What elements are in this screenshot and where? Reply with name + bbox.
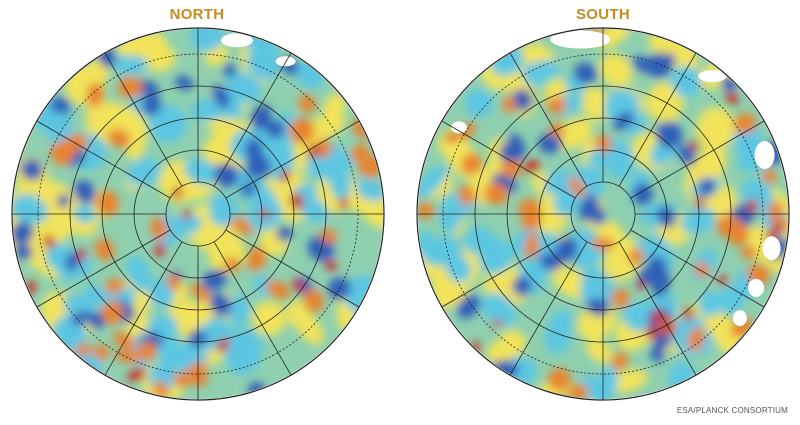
south-outline	[416, 27, 790, 401]
south-hemisphere-map	[416, 27, 790, 401]
north-graticule	[12, 28, 384, 400]
south-masked-regions	[451, 30, 781, 327]
north-masked-regions	[221, 33, 296, 67]
south-graticule	[417, 28, 789, 400]
north-temperature-field	[13, 29, 383, 399]
north-hemisphere-map	[11, 27, 385, 401]
north-outline	[11, 27, 385, 401]
south-map-title: SOUTH	[576, 6, 630, 23]
credit-text: ESA/PLANCK CONSORTIUM	[676, 406, 788, 415]
north-map-title: NORTH	[169, 6, 225, 23]
